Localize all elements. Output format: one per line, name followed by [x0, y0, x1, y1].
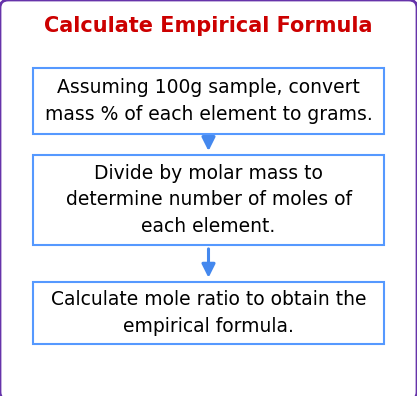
- Bar: [33, 282, 384, 343]
- Text: Calculate Empirical Formula: Calculate Empirical Formula: [44, 16, 373, 36]
- Text: Divide by molar mass to
determine number of moles of
each element.: Divide by molar mass to determine number…: [65, 164, 352, 236]
- Bar: [33, 68, 384, 134]
- Text: Assuming 100g sample, convert
mass % of each element to grams.: Assuming 100g sample, convert mass % of …: [45, 78, 372, 124]
- Bar: [33, 155, 384, 244]
- Text: Calculate mole ratio to obtain the
empirical formula.: Calculate mole ratio to obtain the empir…: [51, 290, 366, 335]
